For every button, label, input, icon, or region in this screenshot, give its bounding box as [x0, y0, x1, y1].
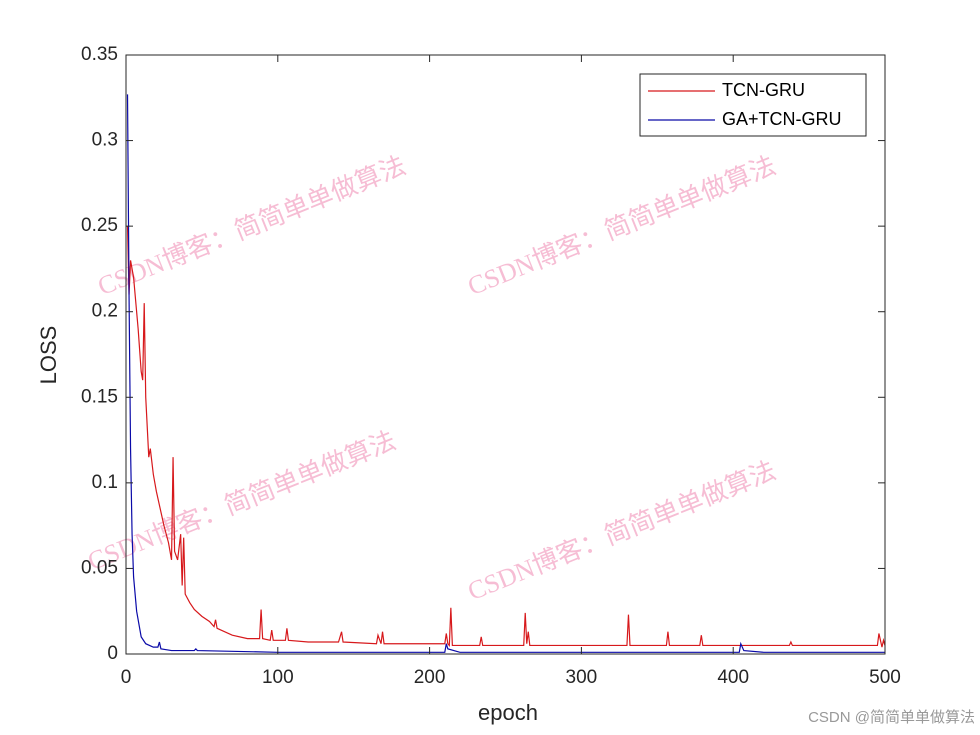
y-axis-label: LOSS [36, 326, 61, 385]
x-axis-label: epoch [478, 700, 538, 725]
legend-label: TCN-GRU [722, 80, 805, 100]
y-tick-label: 0.05 [81, 557, 118, 578]
x-tick-label: 0 [121, 667, 132, 688]
y-tick-label: 0.35 [81, 44, 118, 65]
y-tick-label: 0.1 [92, 472, 118, 493]
y-tick-label: 0.25 [81, 215, 118, 236]
x-tick-label: 500 [869, 667, 901, 688]
data-line [126, 226, 886, 648]
y-tick-label: 0.2 [92, 301, 118, 322]
legend-box [639, 73, 867, 137]
credit: CSDN @简简单单做算法 [808, 708, 975, 726]
y-tick-label: 0.3 [92, 130, 118, 151]
y-tick-label: 0.15 [81, 386, 118, 407]
x-tick-label: 200 [414, 667, 446, 688]
x-tick-label: 400 [717, 667, 749, 688]
y-tick-label: 0 [107, 643, 118, 664]
data-line [126, 94, 885, 653]
legend-label: GA+TCN-GRU [722, 109, 842, 129]
x-tick-label: 300 [566, 667, 598, 688]
plot-area [126, 55, 885, 654]
x-tick-label: 100 [262, 667, 294, 688]
axes-box [125, 54, 886, 655]
